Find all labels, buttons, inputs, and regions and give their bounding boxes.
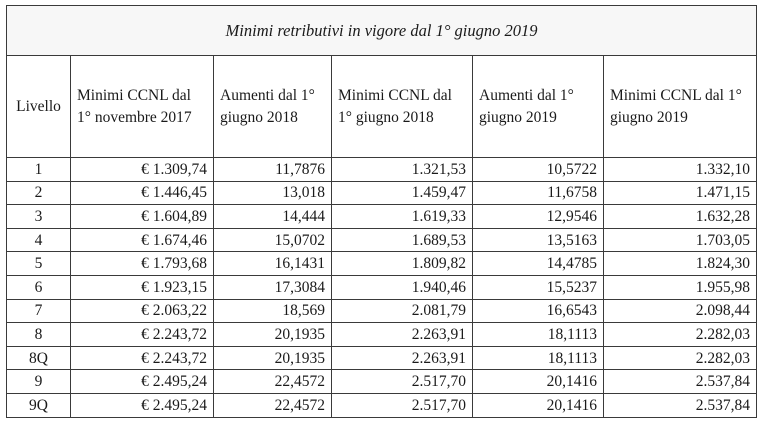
minimi-2017-cell: € 1.604,89: [70, 204, 214, 229]
minimi-2017-cell: € 2.495,24: [70, 392, 214, 418]
minimi-2019-cell: 1.955,98: [602, 274, 758, 300]
table-row: 6 € 1.923,15 17,3084 1.940,46 15,5237 1.955,9…: [6, 274, 758, 300]
minimi-2019-cell: 1.332,10: [602, 157, 758, 182]
aumenti-2018-cell: 20,1935: [213, 345, 332, 371]
minimi-2019-cell: 2.282,03: [602, 322, 758, 347]
header-minimi-2017: Minimi CCNL dal 1° novembre 2017: [70, 55, 214, 158]
aumenti-2019-cell: 14,4785: [472, 251, 604, 276]
header-aumenti-2019: Aumenti dal 1° giugno 2019: [472, 55, 604, 158]
livello-cell: 8Q: [6, 345, 71, 371]
minimi-2018-cell: 2.517,70: [331, 392, 473, 418]
aumenti-2019-cell: 16,6543: [472, 298, 604, 324]
table-row: 8Q € 2.243,72 20,1935 2.263,91 18,1113 2.282,…: [6, 345, 758, 371]
minimi-2019-cell: 2.098,44: [602, 298, 758, 324]
minimi-2017-cell: € 2.243,72: [70, 322, 214, 347]
aumenti-2019-cell: 11,6758: [472, 180, 604, 206]
aumenti-2018-cell: 20,1935: [213, 322, 332, 347]
minimi-2019-cell: 2.537,84: [602, 392, 758, 418]
livello-cell: 4: [6, 227, 71, 253]
minimi-2017-cell: € 1.923,15: [70, 274, 214, 300]
table-row: 9Q € 2.495,24 22,4572 2.517,70 20,1416 2.537,…: [6, 392, 758, 418]
aumenti-2019-cell: 15,5237: [472, 274, 604, 300]
wage-table: Minimi retributivi in vigore dal 1° giug…: [5, 5, 758, 418]
aumenti-2018-cell: 22,4572: [213, 392, 332, 418]
aumenti-2019-cell: 13,5163: [472, 227, 604, 253]
aumenti-2019-cell: 12,9546: [472, 204, 604, 229]
minimi-2017-cell: € 1.793,68: [70, 251, 214, 276]
minimi-2018-cell: 1.321,53: [331, 157, 473, 182]
minimi-2018-cell: 1.940,46: [331, 274, 473, 300]
aumenti-2019-cell: 20,1416: [472, 392, 604, 418]
title-row: Minimi retributivi in vigore dal 1° giug…: [5, 5, 758, 56]
aumenti-2018-cell: 13,018: [213, 180, 332, 206]
minimi-2017-cell: € 2.495,24: [70, 369, 214, 394]
table-row: 4 € 1.674,46 15,0702 1.689,53 13,5163 1.703,0…: [6, 227, 758, 253]
minimi-2018-cell: 1.689,53: [331, 227, 473, 253]
livello-cell: 6: [6, 274, 71, 300]
table-row: 9 € 2.495,24 22,4572 2.517,70 20,1416 2.537,8…: [6, 369, 758, 394]
header-livello: Livello: [6, 55, 71, 158]
aumenti-2019-cell: 18,1113: [472, 322, 604, 347]
minimi-2017-cell: € 1.309,74: [70, 157, 214, 182]
minimi-2018-cell: 1.809,82: [331, 251, 473, 276]
aumenti-2018-cell: 14,444: [213, 204, 332, 229]
minimi-2018-cell: 2.081,79: [331, 298, 473, 324]
table-row: 7 € 2.063,22 18,569 2.081,79 16,6543 2.098,44: [6, 298, 758, 324]
table-row: 2 € 1.446,45 13,018 1.459,47 11,6758 1.471,15: [6, 180, 758, 206]
minimi-2018-cell: 2.263,91: [331, 322, 473, 347]
minimi-2018-cell: 2.517,70: [331, 369, 473, 394]
minimi-2019-cell: 1.824,30: [602, 251, 758, 276]
table-body: 1 € 1.309,74 11,7876 1.321,53 10,5722 1.332,1…: [6, 157, 758, 418]
table-row: 5 € 1.793,68 16,1431 1.809,82 14,4785 1.824,3…: [6, 251, 758, 276]
minimi-2017-cell: € 1.674,46: [70, 227, 214, 253]
minimi-2019-cell: 1.632,28: [602, 204, 758, 229]
minimi-2018-cell: 1.619,33: [331, 204, 473, 229]
minimi-2017-cell: € 1.446,45: [70, 180, 214, 206]
livello-cell: 3: [6, 204, 71, 229]
aumenti-2019-cell: 20,1416: [472, 369, 604, 394]
aumenti-2018-cell: 16,1431: [213, 251, 332, 276]
livello-cell: 2: [6, 180, 71, 206]
header-aumenti-2018: Aumenti dal 1° giugno 2018: [213, 55, 332, 158]
aumenti-2019-cell: 10,5722: [472, 157, 604, 182]
minimi-2018-cell: 2.263,91: [331, 345, 473, 371]
minimi-2019-cell: 2.282,03: [602, 345, 758, 371]
header-minimi-2019: Minimi CCNL dal 1° giugno 2019: [602, 55, 758, 158]
table-row: 3 € 1.604,89 14,444 1.619,33 12,9546 1.632,28: [6, 204, 758, 229]
livello-cell: 5: [6, 251, 71, 276]
minimi-2019-cell: 2.537,84: [602, 369, 758, 394]
aumenti-2019-cell: 18,1113: [472, 345, 604, 371]
header-minimi-2018: Minimi CCNL dal 1° giugno 2018: [331, 55, 473, 158]
minimi-2017-cell: € 2.243,72: [70, 345, 214, 371]
livello-cell: 1: [6, 157, 71, 182]
livello-cell: 9: [6, 369, 71, 394]
minimi-2017-cell: € 2.063,22: [70, 298, 214, 324]
aumenti-2018-cell: 18,569: [213, 298, 332, 324]
minimi-2019-cell: 1.471,15: [602, 180, 758, 206]
aumenti-2018-cell: 22,4572: [213, 369, 332, 394]
livello-cell: 9Q: [6, 392, 71, 418]
table-title: Minimi retributivi in vigore dal 1° giug…: [5, 5, 758, 56]
aumenti-2018-cell: 11,7876: [213, 157, 332, 182]
minimi-2019-cell: 1.703,05: [602, 227, 758, 253]
table-row: 1 € 1.309,74 11,7876 1.321,53 10,5722 1.332,1…: [6, 157, 758, 182]
livello-cell: 8: [6, 322, 71, 347]
aumenti-2018-cell: 17,3084: [213, 274, 332, 300]
aumenti-2018-cell: 15,0702: [213, 227, 332, 253]
livello-cell: 7: [6, 298, 71, 324]
header-row: Livello Minimi CCNL dal 1° novembre 2017…: [6, 55, 758, 158]
table-row: 8 € 2.243,72 20,1935 2.263,91 18,1113 2.282,0…: [6, 322, 758, 347]
minimi-2018-cell: 1.459,47: [331, 180, 473, 206]
